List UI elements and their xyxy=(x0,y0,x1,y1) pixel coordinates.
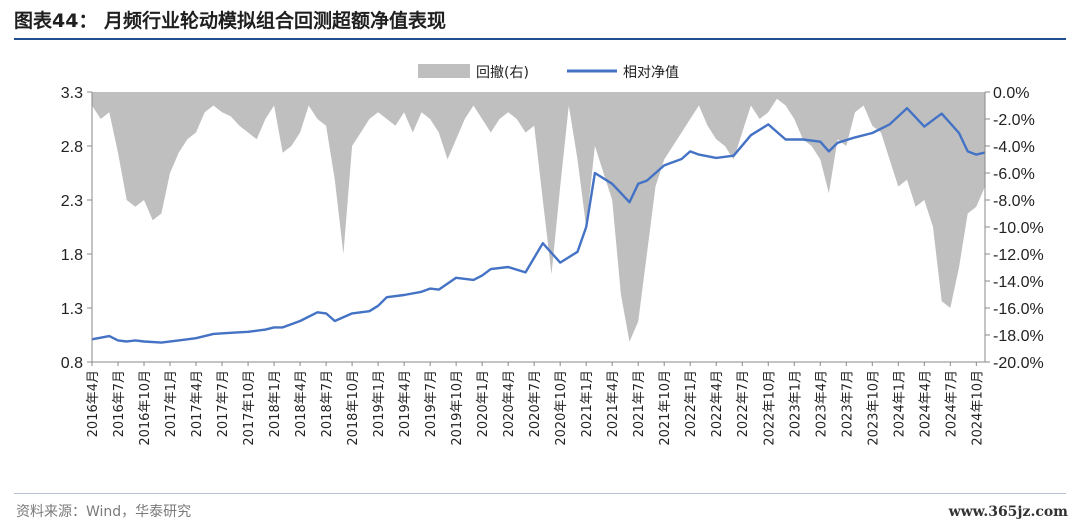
plot-area xyxy=(91,92,986,344)
x-tick-label: 2020年4月 xyxy=(502,370,517,437)
watermark: www.365jz.com xyxy=(948,504,1068,520)
x-tick-label: 2019年1月 xyxy=(372,370,387,437)
x-tick-label: 2024年1月 xyxy=(892,370,907,437)
x-tick-label: 2024年4月 xyxy=(918,370,933,437)
x-tick-label: 2020年10月 xyxy=(554,370,569,446)
series-nav-line xyxy=(91,106,986,344)
x-tick-label: 2024年7月 xyxy=(944,370,959,437)
y-right-tick-label: 0.0% xyxy=(993,85,1029,102)
y-right-tick-label: -8.0% xyxy=(993,193,1035,210)
x-tick-label: 2016年10月 xyxy=(138,370,153,446)
x-tick-label: 2022年4月 xyxy=(710,370,725,437)
series-drawdown-area xyxy=(92,92,985,342)
x-tick-label: 2019年7月 xyxy=(424,370,439,437)
x-tick-label: 2018年1月 xyxy=(268,370,283,437)
x-tick-label: 2021年10月 xyxy=(658,370,673,446)
x-tick-label: 2018年7月 xyxy=(320,370,335,437)
y-right-tick-label: -12.0% xyxy=(993,247,1044,264)
legend-label-nav: 相对净值 xyxy=(623,65,679,81)
x-tick-label: 2023年4月 xyxy=(814,370,829,437)
y-right-tick-label: -16.0% xyxy=(993,301,1044,318)
y-left-tick-label: 2.8 xyxy=(61,139,83,156)
y-right-tick-label: -2.0% xyxy=(993,112,1035,129)
x-tick-label: 2022年10月 xyxy=(762,370,777,446)
title-divider xyxy=(14,38,1066,40)
x-tick-label: 2017年4月 xyxy=(190,370,205,437)
x-tick-label: 2022年1月 xyxy=(684,370,699,437)
x-tick-label: 2024年10月 xyxy=(970,370,985,446)
source-note: 资料来源：Wind，华泰研究 xyxy=(16,504,192,520)
y-right-tick-label: -18.0% xyxy=(993,328,1044,345)
y-right-tick-label: -14.0% xyxy=(993,274,1044,291)
x-tick-label: 2019年4月 xyxy=(398,370,413,437)
legend: 回撤(右) 相对净值 xyxy=(418,64,679,81)
x-tick-label: 2017年7月 xyxy=(216,370,231,437)
legend-swatch-drawdown xyxy=(418,64,470,78)
footer-divider xyxy=(14,493,1066,494)
x-tick-label: 2023年7月 xyxy=(840,370,855,437)
x-tick-label: 2016年4月 xyxy=(86,370,101,437)
y-right-tick-label: -10.0% xyxy=(993,220,1044,237)
x-tick-label: 2021年1月 xyxy=(580,370,595,437)
y-right-tick-label: -20.0% xyxy=(993,355,1044,372)
y-left-tick-label: 1.8 xyxy=(61,247,83,264)
x-tick-label: 2023年10月 xyxy=(866,370,881,446)
x-tick-label: 2018年10月 xyxy=(346,370,361,446)
x-tick-label: 2017年1月 xyxy=(164,370,179,437)
x-tick-label: 2021年7月 xyxy=(632,370,647,437)
x-tick-label: 2019年10月 xyxy=(450,370,465,446)
y-right-tick-label: -4.0% xyxy=(993,139,1035,156)
x-tick-label: 2020年7月 xyxy=(528,370,543,437)
chart-title: 图表44： 月频行业轮动模拟组合回测超额净值表现 xyxy=(14,10,447,32)
x-tick-label: 2023年1月 xyxy=(788,370,803,437)
x-tick-label: 2022年7月 xyxy=(736,370,751,437)
chart-canvas: 回撤(右) 相对净值 0.8 1.3 1.8 2.3 2.8 3.3 0.0% -2.0% -4… xyxy=(61,64,1044,446)
x-tick-label: 2020年1月 xyxy=(476,370,491,437)
x-tick-label: 2016年7月 xyxy=(112,370,127,437)
y-left-tick-label: 2.3 xyxy=(61,193,83,210)
y-right-tick-label: -6.0% xyxy=(993,166,1035,183)
x-tick-label: 2021年4月 xyxy=(606,370,621,437)
x-tick-label: 2017年10月 xyxy=(242,370,257,446)
y-left-tick-label: 1.3 xyxy=(61,301,83,318)
x-tick-label: 2018年4月 xyxy=(294,370,309,437)
axes: 0.8 1.3 1.8 2.3 2.8 3.3 0.0% -2.0% -4.0% -6.0% -8.… xyxy=(61,85,1044,446)
legend-label-drawdown: 回撤(右) xyxy=(476,65,529,81)
y-left-tick-label: 3.3 xyxy=(61,85,83,102)
y-left-tick-label: 0.8 xyxy=(61,355,83,372)
